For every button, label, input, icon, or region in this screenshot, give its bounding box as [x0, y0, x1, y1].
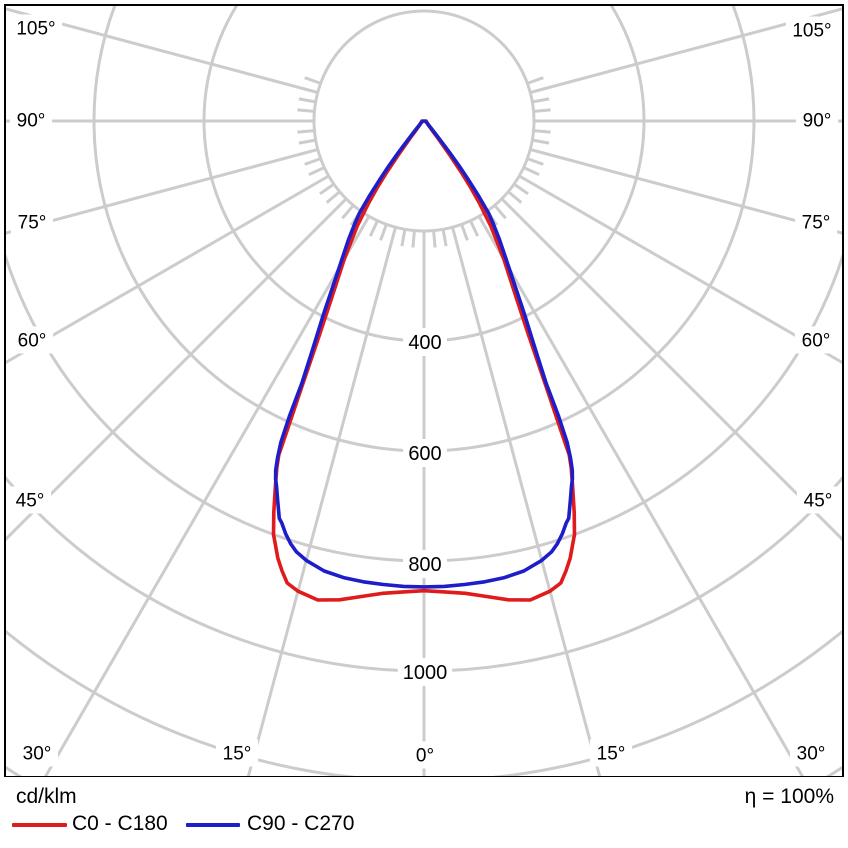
svg-text:75°: 75° — [802, 213, 831, 234]
svg-text:60°: 60° — [18, 331, 47, 352]
legend-label-c0-c180: C0 - C180 — [72, 812, 168, 835]
svg-text:45°: 45° — [804, 491, 833, 512]
svg-text:60°: 60° — [802, 331, 831, 352]
svg-text:75°: 75° — [18, 213, 47, 234]
svg-text:1000: 1000 — [403, 662, 448, 684]
legend-swatch-c0-c180 — [12, 823, 67, 827]
legend-swatch-c90-c270 — [186, 823, 240, 827]
svg-text:90°: 90° — [803, 111, 832, 132]
legend-label-c90-c270: C90 - C270 — [247, 812, 355, 835]
ring-value-labels: 400 600 800 1000 — [397, 328, 453, 686]
svg-text:90°: 90° — [17, 111, 46, 132]
grid-degree-ticks — [297, 76, 551, 248]
angle-labels: 105° 90° 75° 60° 45° 30° 15° 0° 15° 30° 45° 60° 75° 9… — [8, 14, 840, 769]
svg-text:45°: 45° — [16, 491, 45, 512]
legend-area: cd/klm η = 100% C0 - C180 C90 - C270 — [0, 777, 848, 848]
svg-text:30°: 30° — [797, 744, 826, 765]
svg-text:105°: 105° — [16, 19, 55, 40]
svg-text:600: 600 — [408, 443, 441, 465]
svg-text:0°: 0° — [416, 746, 434, 767]
svg-text:105°: 105° — [792, 21, 831, 42]
curve-c90-c270 — [273, 119, 575, 589]
svg-text:15°: 15° — [597, 744, 626, 765]
svg-text:800: 800 — [408, 554, 441, 576]
svg-text:15°: 15° — [223, 744, 252, 765]
svg-text:30°: 30° — [23, 744, 52, 765]
svg-text:400: 400 — [408, 332, 441, 354]
efficiency-label: η = 100% — [744, 785, 834, 808]
unit-label: cd/klm — [16, 785, 77, 808]
